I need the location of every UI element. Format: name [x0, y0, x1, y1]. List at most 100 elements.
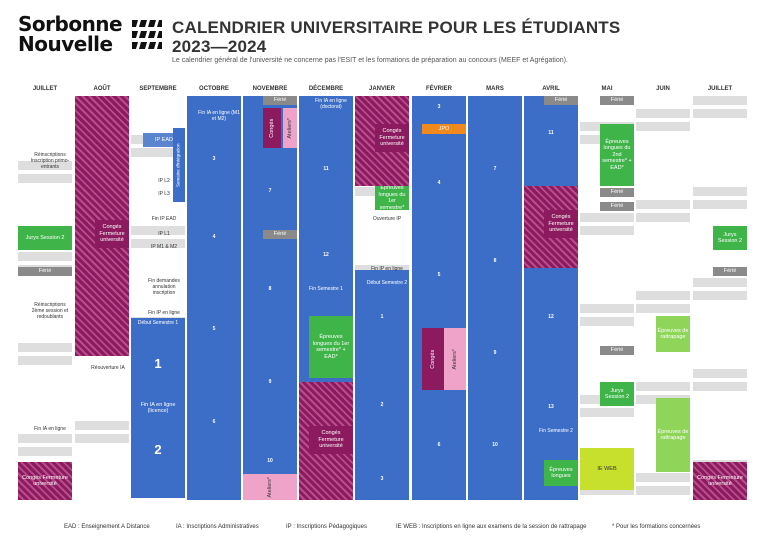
- event-reinscriptions-2e: Réinscriptions 2ème session et redoublan…: [31, 302, 69, 320]
- day-row: [693, 252, 747, 261]
- calendar-grid: JUILLET AOÛT SEPTEMBRE OCTOBRE NOVEMBRE …: [18, 84, 749, 502]
- week-7-s2: 7: [493, 166, 497, 172]
- event-ferie-mai2: Férié: [600, 188, 634, 197]
- event-epreuves-jan: Épreuves longues du 1er semestre*: [375, 186, 409, 210]
- event-ferie: Férié: [18, 267, 72, 276]
- novembre-block: [243, 96, 297, 500]
- day-row: [18, 395, 72, 404]
- day-row: [75, 486, 129, 495]
- event-fin-s2: Fin Semestre 2: [539, 428, 573, 434]
- day-row: [693, 174, 747, 183]
- month-header-decembre: DÉCEMBRE: [308, 86, 344, 92]
- day-row: [636, 239, 690, 248]
- event-conges-nov: Congés: [263, 108, 281, 148]
- week-8: 8: [268, 286, 272, 292]
- week-3-feb: 3: [437, 104, 441, 110]
- day-row: [355, 252, 409, 261]
- event-ferie-juil: Férié: [713, 267, 747, 276]
- week-3-s2: 3: [380, 476, 384, 482]
- day-row: [693, 447, 747, 456]
- day-row: [18, 161, 72, 170]
- event-conges-feb: Congés: [422, 328, 444, 390]
- event-fin-ia-doctorat: Fin IA en ligne (doctorat): [315, 98, 347, 110]
- day-row: [636, 161, 690, 170]
- day-row: [131, 239, 185, 248]
- week-9: 9: [268, 379, 272, 385]
- week-label: 2: [154, 442, 162, 457]
- event-fin-ia-m1m2: Fin IA en ligne (M1 et M2): [198, 110, 240, 122]
- week-13: 13: [548, 404, 554, 410]
- day-row: [636, 96, 690, 105]
- day-row: [75, 421, 129, 430]
- event-ip-m1m2: IP M1 & M2: [150, 244, 178, 250]
- day-row: [693, 304, 747, 313]
- day-row: [18, 252, 72, 261]
- day-row: [693, 187, 747, 196]
- day-row: [693, 434, 747, 443]
- week-number: 2: [131, 440, 185, 460]
- day-row: [693, 122, 747, 131]
- event-ferie-mai3: Férié: [600, 202, 634, 211]
- day-row: [580, 330, 634, 339]
- week-11-s2: 11: [548, 130, 554, 136]
- day-row: [131, 265, 185, 274]
- day-row: [131, 109, 185, 118]
- day-row: [131, 252, 185, 261]
- title-line2: 2023—2024: [172, 37, 267, 56]
- day-row: [636, 200, 690, 209]
- day-row: [636, 122, 690, 131]
- day-row: [580, 291, 634, 300]
- subtitle: Le calendrier général de l'université ne…: [172, 57, 568, 64]
- week-5-s2: 5: [437, 272, 441, 278]
- week-8-s2: 8: [493, 258, 497, 264]
- day-row: [18, 213, 72, 222]
- event-ip-l1: IP L1: [158, 231, 170, 237]
- day-row: [693, 408, 747, 417]
- week-5: 5: [212, 326, 216, 332]
- month-header-fevrier: FÉVRIER: [425, 86, 452, 92]
- fevrier-block: [412, 96, 466, 500]
- week-4: 4: [212, 234, 216, 240]
- ateliers-label: Ateliers*: [286, 117, 293, 139]
- event-ferie-mai: Férié: [600, 96, 634, 105]
- event-ferie-avr: Férié: [544, 96, 578, 105]
- day-row: [18, 369, 72, 378]
- day-row: [636, 473, 690, 482]
- week-10: 10: [267, 458, 273, 464]
- day-row: [580, 486, 634, 495]
- day-row: [693, 148, 747, 157]
- day-row: [18, 330, 72, 339]
- janvier-block: [355, 270, 409, 500]
- day-row: [636, 226, 690, 235]
- day-row: [693, 109, 747, 118]
- week-1-s2: 1: [380, 314, 384, 320]
- day-row: [693, 213, 747, 222]
- day-row: [75, 434, 129, 443]
- day-row: [636, 213, 690, 222]
- event-ateliers-nov2: Ateliers*: [243, 474, 297, 500]
- event-jpo: JPO: [422, 124, 466, 134]
- title-line1: CALENDRIER UNIVERSITAIRE POUR LES ÉTUDIA…: [172, 18, 621, 37]
- avril-block: [524, 96, 578, 500]
- day-row: [18, 356, 72, 365]
- day-row: [693, 382, 747, 391]
- day-row: [580, 252, 634, 261]
- week-2-s2: 2: [380, 402, 384, 408]
- day-row: [693, 96, 747, 105]
- logo-line1: Sorbonne: [18, 12, 123, 36]
- day-row: [18, 174, 72, 183]
- day-row: [18, 447, 72, 456]
- event-conges: Congés Fermeture université: [18, 462, 72, 500]
- day-row: [580, 304, 634, 313]
- conges-label: Congés: [429, 349, 436, 369]
- ateliers-label: Ateliers*: [451, 348, 458, 370]
- event-ferie-nov2: Férié: [263, 230, 297, 239]
- day-row: [636, 265, 690, 274]
- day-row: [580, 369, 634, 378]
- day-row: [693, 135, 747, 144]
- day-row: [355, 239, 409, 248]
- event-conges-aout: Congés Fermeture université: [95, 220, 129, 248]
- day-row: [693, 317, 747, 326]
- day-row: [18, 200, 72, 209]
- day-row: [75, 460, 129, 469]
